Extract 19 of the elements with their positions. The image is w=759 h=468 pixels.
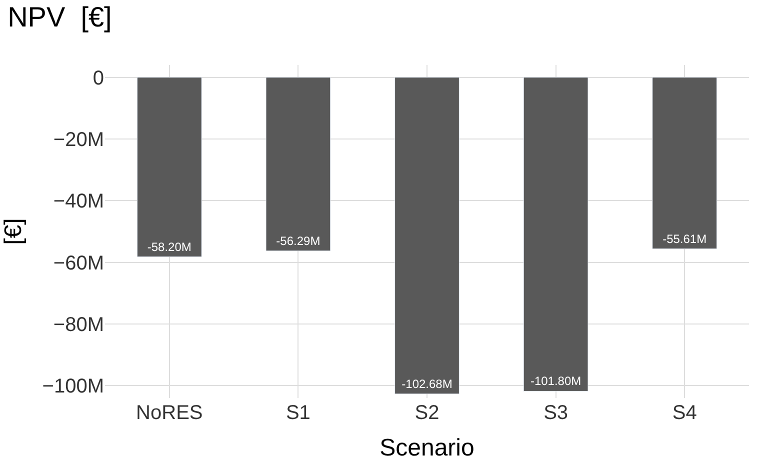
chart-title: NPV [€] — [8, 2, 112, 33]
y-tick-label: 0 — [92, 67, 104, 90]
data-label: -102.68M — [402, 376, 452, 391]
x-tick-label: S3 — [544, 402, 568, 424]
x-tick-label: S4 — [672, 402, 697, 424]
data-label: -58.20M — [147, 240, 192, 254]
y-axis-title: [€] — [0, 218, 27, 245]
data-label: -56.29M — [276, 234, 320, 248]
data-label: -101.80M — [530, 374, 582, 388]
x-tick-label: S1 — [286, 402, 310, 424]
y-tick-label: −60M — [53, 252, 104, 274]
y-tick-label: −100M — [42, 376, 104, 398]
x-axis-title: Scenario — [380, 434, 474, 462]
y-tick-label: −20M — [53, 129, 104, 151]
y-tick-label: −40M — [53, 190, 104, 213]
data-label: -55.61M — [662, 232, 707, 246]
y-tick-label: −80M — [53, 314, 104, 336]
x-tick-label: S2 — [414, 402, 440, 424]
x-tick-label: NoRES — [136, 402, 203, 424]
